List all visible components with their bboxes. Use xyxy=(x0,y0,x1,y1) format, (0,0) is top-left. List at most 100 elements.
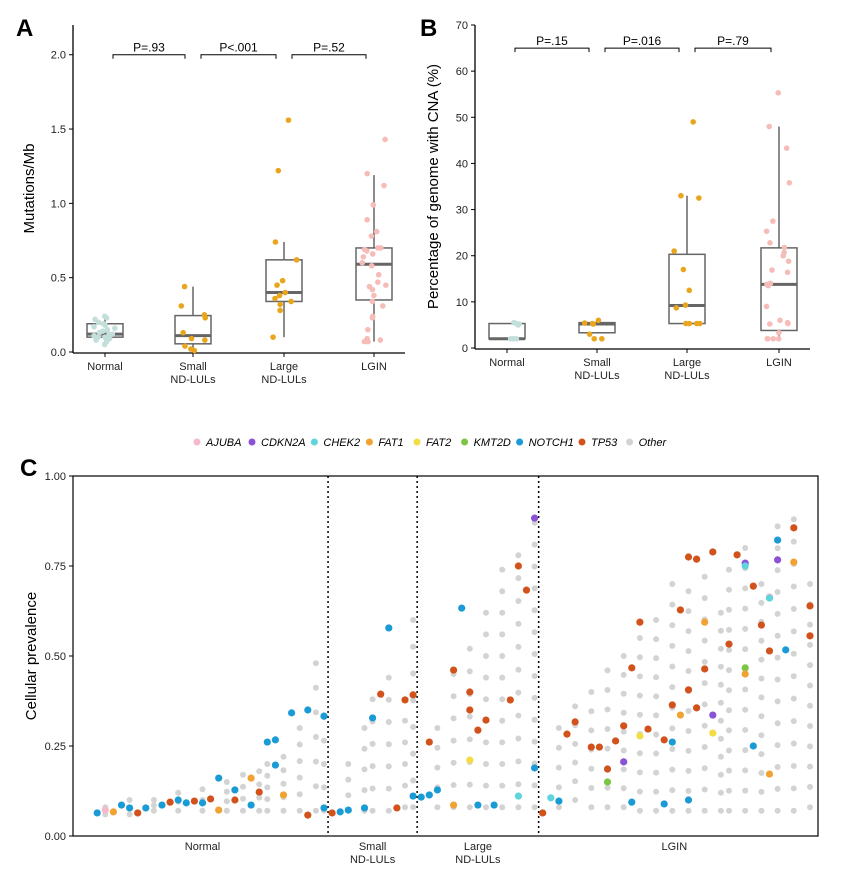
mutation-point xyxy=(247,801,255,809)
other-point xyxy=(717,699,724,706)
mutation-point xyxy=(506,696,514,704)
mutation-point xyxy=(757,621,766,629)
other-point xyxy=(345,761,352,767)
x-tick-label: LGIN xyxy=(766,357,792,369)
other-point xyxy=(653,636,660,643)
mutation-point xyxy=(198,799,207,807)
data-point xyxy=(590,321,597,327)
data-point xyxy=(101,341,108,348)
data-point xyxy=(770,218,776,224)
other-point xyxy=(742,706,749,713)
other-point xyxy=(264,772,271,779)
other-point xyxy=(531,563,538,570)
mutation-point xyxy=(304,811,312,819)
mutation-point xyxy=(587,743,595,751)
other-point xyxy=(653,807,660,814)
other-point xyxy=(807,641,813,648)
mutation-point xyxy=(733,551,741,559)
data-point xyxy=(365,338,371,345)
x-tick-label: Normal xyxy=(87,361,122,373)
y-axis-label: Mutations/Mb xyxy=(21,143,38,233)
data-point xyxy=(680,266,687,273)
other-point xyxy=(669,725,676,732)
y-tick-label: 60 xyxy=(456,66,468,78)
panel-label-a: A xyxy=(16,15,33,42)
mutation-point xyxy=(263,738,271,746)
significance-bracket xyxy=(514,47,590,53)
data-point xyxy=(95,319,102,326)
data-point xyxy=(112,325,118,332)
other-point xyxy=(774,676,781,683)
legend-label: Other xyxy=(639,437,668,449)
mutation-point xyxy=(774,556,782,564)
other-point xyxy=(653,712,660,719)
other-point xyxy=(150,797,157,803)
mutation-point xyxy=(328,809,336,817)
x-tick-label: LGIN xyxy=(361,361,387,373)
other-point xyxy=(807,723,813,730)
mutation-point xyxy=(539,809,547,817)
other-point xyxy=(604,686,611,693)
other-point xyxy=(758,807,765,814)
other-point xyxy=(515,735,522,742)
other-point xyxy=(742,807,749,814)
other-point xyxy=(515,620,522,627)
other-point xyxy=(280,780,287,787)
other-point xyxy=(361,745,368,752)
other-point xyxy=(669,622,676,629)
other-point xyxy=(726,707,732,714)
x-tick-label: Small ND-LULs xyxy=(170,361,216,386)
significance-bracket xyxy=(694,47,772,53)
other-point xyxy=(701,658,708,665)
other-point xyxy=(717,753,724,760)
data-point xyxy=(507,335,514,342)
mutation-point xyxy=(231,796,239,804)
other-point xyxy=(385,741,392,748)
other-point xyxy=(653,788,660,795)
data-point xyxy=(364,170,371,177)
mutation-point xyxy=(247,774,255,782)
other-point xyxy=(499,717,506,724)
data-point xyxy=(776,329,782,336)
other-point xyxy=(653,655,660,662)
box xyxy=(174,314,212,345)
y-tick-label: 0.25 xyxy=(45,741,66,753)
mutation-point xyxy=(765,647,774,655)
other-point xyxy=(807,702,813,709)
mutation-point xyxy=(684,553,693,561)
other-point xyxy=(685,707,692,714)
mutation-point xyxy=(531,764,539,772)
data-point xyxy=(282,289,289,296)
other-point xyxy=(402,761,408,767)
mutation-point xyxy=(401,696,409,704)
other-point xyxy=(385,763,392,770)
other-point xyxy=(515,712,522,719)
mutation-point xyxy=(466,688,474,696)
other-point xyxy=(450,759,457,766)
legend-swatch xyxy=(248,438,256,446)
mutation-point xyxy=(693,555,701,563)
data-point xyxy=(375,271,382,278)
plot-frame xyxy=(72,475,819,837)
other-point xyxy=(669,766,676,773)
data-point xyxy=(686,287,693,294)
other-point xyxy=(717,663,724,670)
mutation-point xyxy=(134,809,142,817)
data-point xyxy=(102,322,108,329)
other-point xyxy=(555,804,562,811)
data-point xyxy=(696,195,702,201)
other-point xyxy=(531,782,538,789)
y-tick-label: 40 xyxy=(456,158,468,170)
data-point xyxy=(93,337,99,343)
other-point xyxy=(361,787,368,794)
mutation-point xyxy=(109,808,117,816)
legend-label: CDKN2A xyxy=(261,437,306,449)
other-point xyxy=(410,697,417,704)
mutation-point xyxy=(620,758,628,766)
data-point xyxy=(288,298,294,305)
data-point xyxy=(599,335,605,342)
other-point xyxy=(604,804,611,811)
other-point xyxy=(620,709,627,716)
data-point xyxy=(763,228,770,235)
other-point xyxy=(742,726,749,733)
